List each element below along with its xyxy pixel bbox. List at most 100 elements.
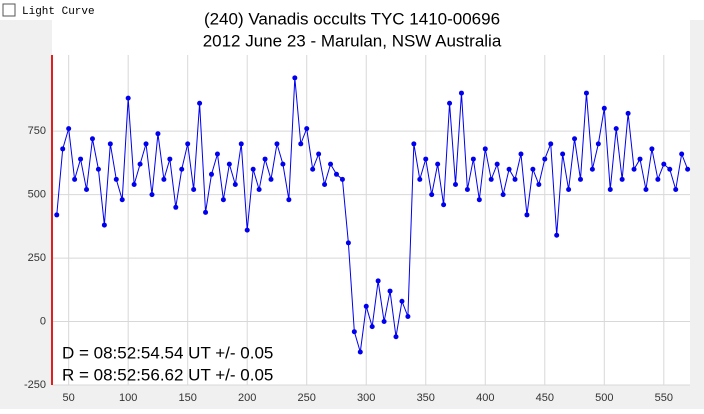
data-point: [137, 161, 143, 167]
data-point: [155, 131, 161, 137]
data-point: [589, 166, 595, 172]
data-point: [595, 141, 601, 147]
data-point: [423, 156, 429, 162]
data-point: [518, 151, 524, 157]
data-point: [506, 166, 512, 172]
data-point: [298, 141, 304, 147]
x-tick-label: 550: [655, 392, 673, 404]
data-point: [238, 141, 244, 147]
y-tick-label: 250: [28, 252, 46, 264]
data-point: [441, 202, 447, 208]
data-point: [482, 146, 488, 152]
data-point: [548, 141, 554, 147]
data-point: [101, 222, 107, 228]
data-point: [232, 181, 238, 187]
data-point: [607, 187, 613, 193]
data-point: [500, 192, 506, 198]
data-point: [435, 161, 441, 167]
data-point: [304, 126, 310, 132]
data-point: [268, 176, 274, 182]
x-tick-label: 100: [119, 392, 137, 404]
data-point: [583, 90, 589, 96]
data-point: [577, 176, 583, 182]
data-point: [54, 212, 60, 218]
data-point: [310, 166, 316, 172]
y-tick-label: 0: [40, 315, 46, 327]
plot-area: [52, 20, 690, 385]
data-point: [113, 176, 119, 182]
data-point: [530, 166, 536, 172]
chart-title-1: (240) Vanadis occults TYC 1410-00696: [204, 9, 500, 28]
x-tick-label: 450: [536, 392, 554, 404]
data-point: [173, 204, 179, 210]
data-point: [274, 141, 280, 147]
data-point: [286, 197, 292, 203]
data-point: [631, 166, 637, 172]
data-point: [685, 166, 691, 172]
data-point: [470, 156, 476, 162]
data-point: [226, 161, 232, 167]
data-point: [149, 192, 155, 198]
data-point: [458, 90, 464, 96]
data-point: [161, 176, 167, 182]
data-point: [363, 303, 369, 309]
data-point: [399, 298, 405, 304]
data-point: [554, 232, 560, 238]
data-point: [560, 151, 566, 157]
data-point: [72, 176, 78, 182]
x-tick-label: 500: [595, 392, 613, 404]
data-point: [572, 136, 578, 142]
window-icon: [2, 3, 16, 17]
y-tick-label: -250: [24, 379, 46, 391]
x-tick-label: 200: [238, 392, 256, 404]
data-point: [89, 136, 95, 142]
x-tick-label: 400: [476, 392, 494, 404]
x-tick-label: 150: [179, 392, 197, 404]
data-point: [191, 187, 197, 193]
data-point: [316, 151, 322, 157]
data-point: [411, 141, 417, 147]
data-point: [209, 171, 214, 177]
data-point: [333, 171, 339, 177]
data-point: [328, 161, 334, 167]
x-tick-label: 350: [417, 392, 435, 404]
data-point: [613, 126, 619, 132]
data-point: [655, 176, 661, 182]
data-point: [476, 197, 482, 203]
window-title: Light Curve: [22, 6, 95, 18]
data-point: [429, 192, 435, 198]
y-tick-label: 500: [28, 189, 46, 201]
data-point: [601, 105, 607, 111]
data-point: [60, 146, 66, 152]
data-point: [250, 166, 256, 172]
data-point: [447, 100, 453, 106]
data-point: [643, 187, 649, 193]
data-point: [351, 329, 357, 335]
data-point: [95, 166, 101, 172]
data-point: [625, 110, 631, 116]
data-point: [494, 161, 500, 167]
data-point: [619, 176, 625, 182]
data-point: [214, 151, 220, 157]
data-point: [84, 187, 90, 193]
data-point: [637, 156, 643, 162]
annotation-d: D = 08:52:54.54 UT +/- 0.05: [62, 343, 273, 362]
x-tick-label: 300: [357, 392, 375, 404]
data-point: [566, 187, 572, 193]
annotation-r: R = 08:52:56.62 UT +/- 0.05: [62, 365, 273, 384]
data-point: [536, 181, 542, 187]
data-point: [649, 146, 655, 152]
data-point: [393, 334, 399, 340]
data-point: [512, 176, 518, 182]
data-point: [292, 75, 298, 81]
y-tick-label: 750: [28, 125, 46, 137]
data-point: [167, 156, 173, 162]
data-point: [78, 156, 84, 162]
data-point: [345, 240, 351, 246]
data-point: [417, 176, 423, 182]
data-point: [185, 141, 191, 147]
data-point: [203, 209, 209, 215]
data-point: [524, 212, 530, 218]
data-point: [381, 319, 387, 325]
